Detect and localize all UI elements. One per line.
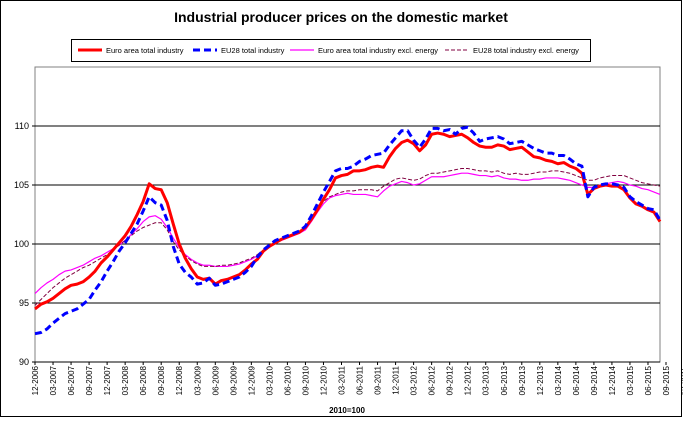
y-tick-label: 105	[14, 180, 29, 190]
x-tick-label: 09-2014	[590, 365, 599, 395]
chart-title: Industrial producer prices on the domest…	[174, 9, 508, 25]
x-tick-label: 03-2010	[265, 365, 274, 395]
x-tick-label: 03-2009	[193, 365, 202, 395]
gridlines	[35, 125, 660, 304]
legend-label: Euro area total industry	[106, 46, 184, 55]
series-line-3	[34, 167, 661, 306]
x-tick-label: 12-2008	[175, 365, 184, 395]
x-tick-label: 09-2011	[374, 365, 383, 394]
x-tick-label: 03-2015	[626, 365, 635, 395]
x-tick-label: 03-2012	[410, 365, 419, 395]
x-tick-label: 12-2009	[247, 365, 256, 395]
x-tick-label: 09-2009	[229, 365, 238, 395]
plot-area	[34, 66, 661, 363]
series-line-2	[34, 172, 661, 294]
x-tick-label: 09-2008	[157, 365, 166, 395]
x-tick-label: 06-2015	[644, 365, 653, 395]
series-line-0	[34, 131, 662, 311]
x-tick-label: 12-2011	[392, 365, 401, 394]
x-tick-label: 09-2013	[518, 365, 527, 395]
x-tick-label: 12-2006	[31, 365, 40, 395]
x-tick-label: 06-2008	[139, 365, 148, 395]
legend-label: EU28 total industry excl. energy	[473, 46, 579, 55]
x-tick-label: 09-2012	[446, 365, 455, 395]
legend-label: EU28 total industry	[221, 46, 285, 55]
legend: Euro area total industry EU28 total indus…	[78, 46, 579, 55]
series-line-1	[34, 125, 662, 336]
x-tick-label: 06-2014	[572, 365, 581, 395]
series-group	[34, 125, 662, 336]
x-tick-label: 09-2007	[85, 365, 94, 395]
x-tick-label: 06-2013	[500, 365, 509, 395]
x-axis-label: 2010=100	[329, 406, 365, 415]
x-tick-label: 06-2012	[428, 365, 437, 395]
legend-label: Euro area total industry excl. energy	[318, 46, 438, 55]
y-tick-label: 110	[15, 121, 29, 131]
y-tick-label: 100	[14, 239, 29, 249]
x-tick-label: 06-2007	[67, 365, 76, 395]
x-tick-label: 09-2010	[301, 365, 310, 395]
x-tick-label: 12-2015	[680, 365, 683, 395]
x-tick-label: 03-2014	[554, 365, 563, 395]
x-tick-label: 03-2008	[121, 365, 130, 395]
x-tick-label: 03-2007	[49, 365, 58, 395]
y-tick-label: 95	[19, 298, 29, 308]
y-tick-label: 90	[19, 357, 29, 367]
x-tick-label: 12-2013	[536, 365, 545, 395]
x-tick-label: 12-2012	[464, 365, 473, 395]
x-tick-label: 09-2015	[662, 365, 671, 395]
x-tick-label: 03-2013	[482, 365, 491, 395]
legend-box	[71, 39, 591, 62]
x-tick-label: 06-2010	[283, 365, 292, 395]
x-tick-label: 12-2010	[319, 365, 328, 395]
x-axis: 12-2006 03-2007 06-2007 09-2007 12-2007 03-20…	[31, 361, 683, 395]
x-tick-label: 12-2007	[103, 365, 112, 395]
y-axis: 90 95 100 105 110	[14, 121, 35, 367]
x-tick-label: 12-2014	[608, 365, 617, 395]
x-tick-label: 03-2011	[337, 365, 346, 394]
x-tick-label: 06-2009	[211, 365, 220, 395]
x-tick-label: 06-2011	[356, 365, 365, 394]
